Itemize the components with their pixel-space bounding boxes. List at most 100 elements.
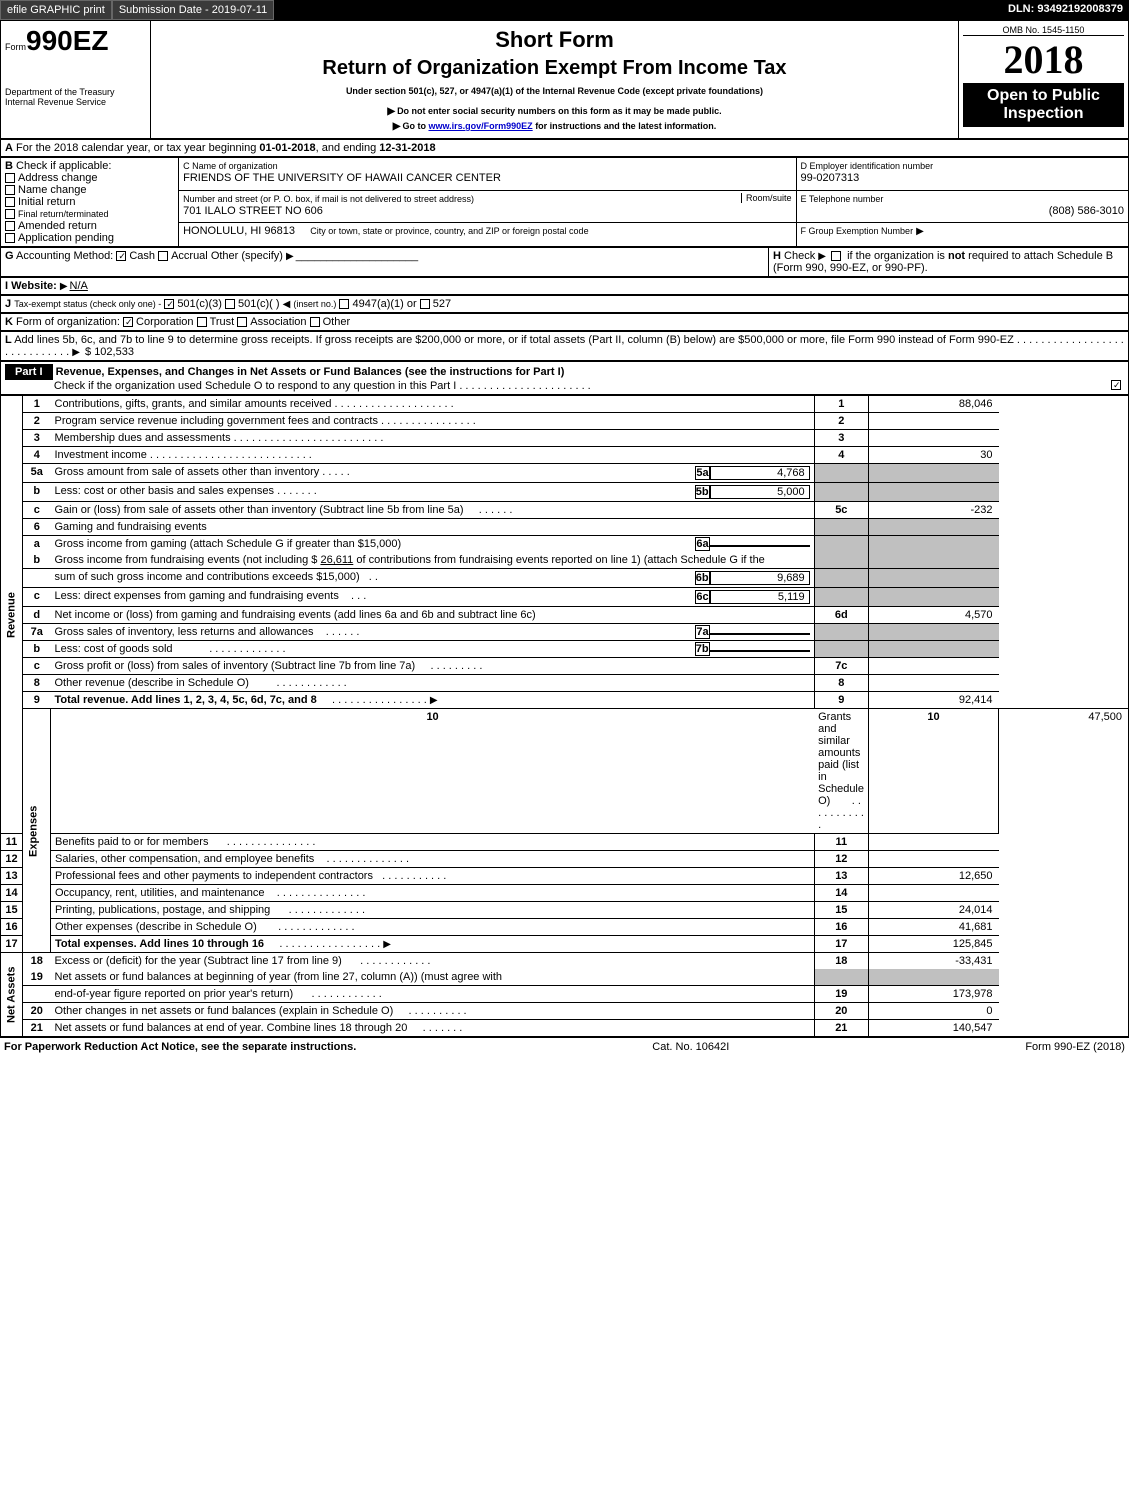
- top-bar: efile GRAPHIC print Submission Date - 20…: [0, 0, 1129, 20]
- t12: Salaries, other compensation, and employ…: [55, 853, 314, 865]
- checkbox-trust[interactable]: [197, 317, 207, 327]
- t18: Excess or (deficit) for the year (Subtra…: [55, 955, 342, 967]
- k-other: Other: [323, 316, 351, 328]
- goto-post: for instructions and the latest informat…: [533, 121, 717, 131]
- checkbox-501c3[interactable]: [164, 299, 174, 309]
- checkbox-other[interactable]: [310, 317, 320, 327]
- checkbox-initial[interactable]: [5, 197, 15, 207]
- form-number: 990EZ: [26, 25, 109, 56]
- part1-label: Part I: [5, 364, 53, 380]
- e-label: E Telephone number: [801, 194, 884, 204]
- checkbox-cash[interactable]: [116, 251, 126, 261]
- arrow-icon: [60, 280, 70, 292]
- k-assoc: Association: [250, 316, 306, 328]
- footer-right: Form 990-EZ (2018): [1025, 1041, 1125, 1053]
- n5c: c: [34, 504, 40, 516]
- n19: 19: [31, 971, 43, 983]
- footer-left: For Paperwork Reduction Act Notice, see …: [4, 1041, 356, 1053]
- n9: 9: [34, 694, 40, 706]
- t6b2: sum of such gross income and contributio…: [55, 571, 360, 583]
- t6d: Net income or (loss) from gaming and fun…: [55, 609, 536, 621]
- j-text: Tax-exempt status (check only one) -: [14, 299, 161, 309]
- a4: 30: [869, 447, 999, 464]
- t4: Investment income: [55, 449, 147, 461]
- part1-table: Revenue 1 Contributions, gifts, grants, …: [0, 395, 1129, 1037]
- t6c: Less: direct expenses from gaming and fu…: [55, 590, 339, 602]
- h-not: not: [948, 250, 965, 262]
- opt-pending: Application pending: [18, 232, 114, 244]
- sn6c: 6c: [695, 590, 709, 604]
- checkbox-name-change[interactable]: [5, 185, 15, 195]
- t1: Contributions, gifts, grants, and simila…: [55, 398, 332, 410]
- i-label: Website:: [11, 280, 57, 292]
- n2: 2: [34, 415, 40, 427]
- arrow-icon: [430, 694, 440, 706]
- line-a: A For the 2018 calendar year, or tax yea…: [0, 139, 1129, 157]
- short-form-title: Short Form: [157, 27, 952, 53]
- rn13: 13: [814, 868, 868, 885]
- a16: 41,681: [869, 919, 999, 936]
- checkbox-accrual[interactable]: [158, 251, 168, 261]
- line-a-pre: For the 2018 calendar year, or tax year …: [16, 142, 259, 154]
- checkbox-final[interactable]: [5, 209, 15, 219]
- opt-name: Name change: [18, 184, 87, 196]
- rn7c: 7c: [814, 658, 868, 675]
- checkbox-assoc[interactable]: [237, 317, 247, 327]
- t6b-amt: 26,611: [320, 554, 353, 566]
- a12: [869, 851, 999, 868]
- a14: [869, 885, 999, 902]
- n18: 18: [31, 955, 43, 967]
- irs-label: Internal Revenue Service: [5, 97, 146, 107]
- opt-initial: Initial return: [18, 196, 75, 208]
- checkbox-527[interactable]: [420, 299, 430, 309]
- t5b: Less: cost or other basis and sales expe…: [55, 485, 275, 497]
- n8: 8: [34, 677, 40, 689]
- org-name: FRIENDS OF THE UNIVERSITY OF HAWAII CANC…: [183, 172, 501, 184]
- sa7a: [710, 633, 810, 635]
- h-text1: if the organization is: [847, 250, 948, 262]
- website-value: N/A: [70, 280, 88, 292]
- checkbox-corp[interactable]: [123, 317, 133, 327]
- street-label: Number and street (or P. O. box, if mail…: [183, 194, 474, 204]
- rn15: 15: [814, 902, 868, 919]
- checkbox-h[interactable]: [831, 251, 841, 261]
- sn5a: 5a: [695, 466, 709, 480]
- checkbox-address-change[interactable]: [5, 173, 15, 183]
- t17: Total expenses. Add lines 10 through 16: [55, 938, 264, 950]
- j-4947: 4947(a)(1) or: [352, 298, 416, 310]
- efile-print-button[interactable]: efile GRAPHIC print: [0, 0, 112, 20]
- a19: 173,978: [869, 986, 999, 1003]
- main-title: Return of Organization Exempt From Incom…: [157, 57, 952, 80]
- n13: 13: [5, 870, 17, 882]
- checkbox-amended[interactable]: [5, 221, 15, 231]
- tax-year: 2018: [963, 36, 1124, 83]
- rn4: 4: [814, 447, 868, 464]
- b-label: Check if applicable:: [16, 160, 111, 172]
- n6a: a: [34, 538, 40, 550]
- a2: [869, 413, 999, 430]
- a11: [869, 834, 999, 851]
- c-label: C Name of organization: [183, 161, 278, 171]
- k-row: K Form of organization: Corporation Trus…: [0, 313, 1129, 331]
- city-value: HONOLULU, HI 96813: [183, 225, 295, 237]
- checkbox-pending[interactable]: [5, 233, 15, 243]
- arrow-icon: [383, 938, 393, 950]
- t19b: end-of-year figure reported on prior yea…: [55, 988, 294, 1000]
- j-insert: (insert no.): [293, 299, 336, 309]
- form-header: Form990EZ Department of the Treasury Int…: [0, 20, 1129, 139]
- rn9: 9: [814, 692, 868, 709]
- irs-link[interactable]: www.irs.gov/Form990EZ: [428, 121, 532, 131]
- checkbox-schedule-o[interactable]: [1111, 380, 1121, 390]
- footer-mid: Cat. No. 10642I: [652, 1041, 729, 1053]
- l-text: Add lines 5b, 6c, and 7b to line 9 to de…: [14, 334, 1014, 346]
- t5c: Gain or (loss) from sale of assets other…: [55, 504, 464, 516]
- l-row: L Add lines 5b, 6c, and 7b to line 9 to …: [0, 331, 1129, 361]
- grey-5a-amt: [869, 464, 999, 483]
- t15: Printing, publications, postage, and shi…: [55, 904, 270, 916]
- checkbox-4947[interactable]: [339, 299, 349, 309]
- checkbox-501c[interactable]: [225, 299, 235, 309]
- t7c: Gross profit or (loss) from sales of inv…: [55, 660, 416, 672]
- n12: 12: [5, 853, 17, 865]
- n1: 1: [34, 398, 40, 410]
- omb-number: OMB No. 1545-1150: [963, 25, 1124, 36]
